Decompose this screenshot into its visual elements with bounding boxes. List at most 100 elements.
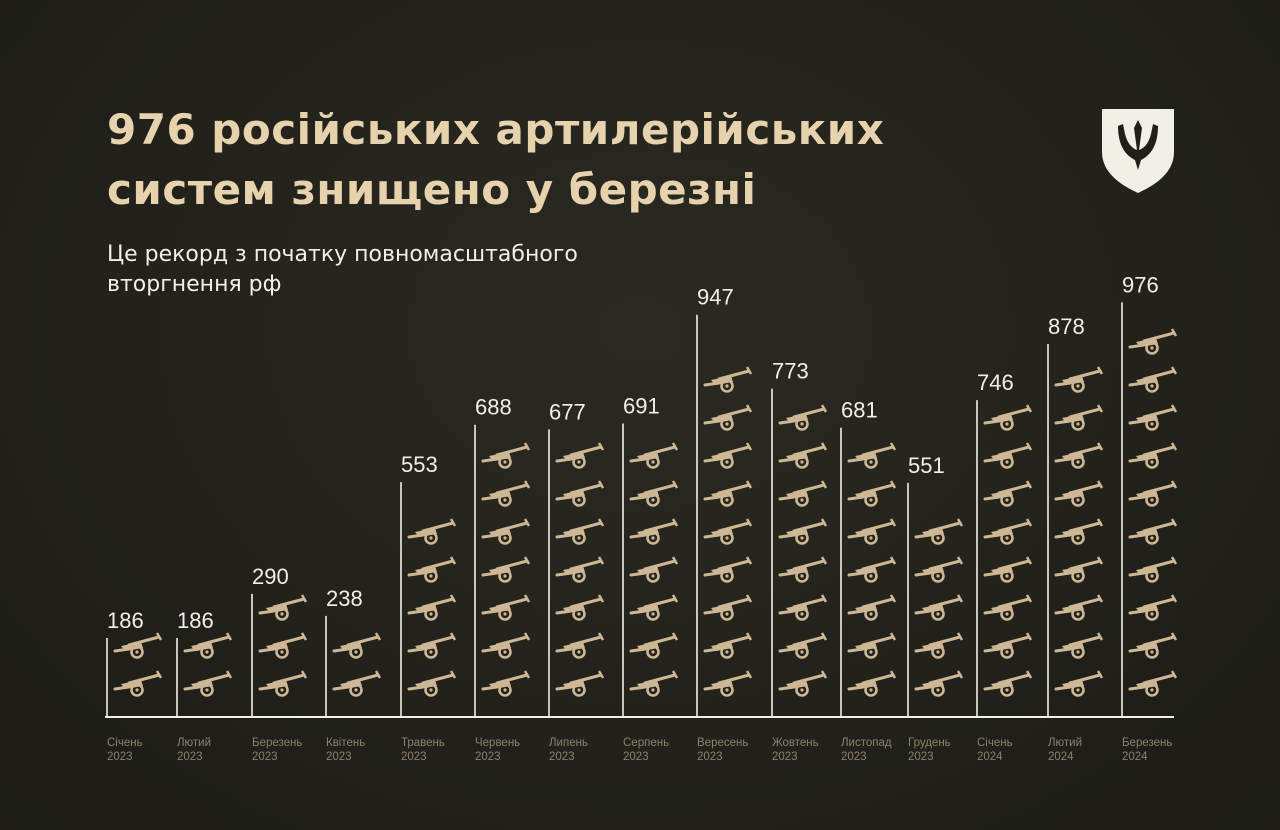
artillery-icon <box>983 404 1033 431</box>
artillery-icon <box>629 632 679 659</box>
artillery-icon <box>847 442 897 469</box>
artillery-icon <box>703 442 753 469</box>
artillery-icon <box>407 632 457 659</box>
artillery-icon <box>1128 366 1178 393</box>
artillery-icon <box>1128 442 1178 469</box>
value-label: 186 <box>177 608 214 633</box>
artillery-icon <box>555 594 605 621</box>
artillery-icon <box>983 632 1033 659</box>
artillery-icon <box>914 670 964 697</box>
artillery-icon <box>703 480 753 507</box>
artillery-icon <box>703 518 753 545</box>
bar-group: 290 Березень 2023 <box>251 564 308 763</box>
year-label: 2023 <box>475 751 501 763</box>
year-label: 2023 <box>623 751 649 763</box>
month-label: Серпень <box>623 737 669 749</box>
bar-group: 691 Серпень 2023 <box>622 393 679 763</box>
artillery-icon <box>1128 670 1178 697</box>
bar-group: 551 Грудень 2023 <box>907 453 964 763</box>
bar-group: 553 Травень 2023 <box>400 452 457 763</box>
page-subtitle: Це рекорд з початку повномасштабного вто… <box>107 240 707 300</box>
year-label: 2023 <box>549 751 575 763</box>
subtitle-line-1: Це рекорд з початку повномасштабного <box>107 242 578 267</box>
artillery-icon <box>481 556 531 583</box>
artillery-icon <box>407 556 457 583</box>
year-label: 2023 <box>697 751 723 763</box>
artillery-icon <box>629 518 679 545</box>
page-title: 976 російських артилерійських систем зни… <box>107 100 1007 220</box>
value-label: 773 <box>772 359 809 384</box>
bar-group: 746 Січень 2024 <box>976 370 1033 763</box>
artillery-icon <box>847 480 897 507</box>
value-label: 238 <box>326 586 363 611</box>
artillery-icon <box>407 518 457 545</box>
artillery-icon <box>703 404 753 431</box>
artillery-icon <box>914 632 964 659</box>
artillery-icon <box>983 556 1033 583</box>
year-label: 2023 <box>177 751 203 763</box>
value-label: 551 <box>908 453 945 478</box>
year-label: 2024 <box>1122 751 1148 763</box>
artillery-icon <box>1054 632 1104 659</box>
artillery-icon <box>1128 632 1178 659</box>
year-label: 2023 <box>908 751 934 763</box>
subtitle-line-2: вторгнення рф <box>107 272 282 297</box>
artillery-icon <box>914 556 964 583</box>
artillery-icon <box>983 594 1033 621</box>
artillery-icon <box>1054 366 1104 393</box>
artillery-icon <box>983 670 1033 697</box>
artillery-icon <box>407 594 457 621</box>
artillery-icon <box>629 442 679 469</box>
artillery-icon <box>1054 594 1104 621</box>
artillery-icon <box>629 556 679 583</box>
trident-shield-icon <box>1102 109 1174 193</box>
artillery-icon <box>778 670 828 697</box>
artillery-icon <box>983 442 1033 469</box>
artillery-icon <box>113 670 163 697</box>
year-label: 2023 <box>401 751 427 763</box>
artillery-icon <box>703 556 753 583</box>
year-label: 2023 <box>107 751 133 763</box>
artillery-icon <box>258 670 308 697</box>
bar-group: 773 Жовтень 2023 <box>771 359 828 763</box>
artillery-icon <box>1128 480 1178 507</box>
month-label: Лютий <box>1048 737 1082 749</box>
artillery-icon <box>481 518 531 545</box>
month-label: Травень <box>401 737 445 749</box>
artillery-icon <box>847 556 897 583</box>
artillery-icon <box>703 594 753 621</box>
month-label: Березень <box>1122 737 1172 749</box>
value-label: 878 <box>1048 314 1085 339</box>
artillery-icon <box>481 442 531 469</box>
artillery-icon <box>555 480 605 507</box>
artillery-icon <box>703 366 753 393</box>
artillery-icon <box>1128 328 1178 355</box>
month-label: Січень <box>107 737 143 749</box>
artillery-icon <box>847 594 897 621</box>
value-label: 976 <box>1122 272 1159 297</box>
artillery-icon <box>983 518 1033 545</box>
bar-group: 238 Квітень 2023 <box>325 586 382 763</box>
artillery-icon <box>914 594 964 621</box>
artillery-icon <box>481 632 531 659</box>
artillery-icon <box>703 632 753 659</box>
month-label: Березень <box>252 737 302 749</box>
artillery-icon <box>481 594 531 621</box>
bar-group: 186 Січень 2023 <box>106 608 163 763</box>
bar-group: 976 Березень 2024 <box>1121 272 1178 763</box>
value-label: 290 <box>252 564 289 589</box>
bar-group: 677 Липень 2023 <box>548 399 605 763</box>
artillery-icon <box>703 670 753 697</box>
value-label: 553 <box>401 452 438 477</box>
artillery-icon <box>1128 556 1178 583</box>
value-label: 947 <box>697 285 734 310</box>
value-label: 688 <box>475 395 512 420</box>
month-label: Лютий <box>177 737 211 749</box>
artillery-icon <box>629 594 679 621</box>
month-label: Вересень <box>697 737 748 749</box>
artillery-icon <box>1128 518 1178 545</box>
month-label: Листопад <box>841 737 892 749</box>
bar-group: 186 Лютий 2023 <box>176 608 233 763</box>
artillery-icon <box>481 670 531 697</box>
